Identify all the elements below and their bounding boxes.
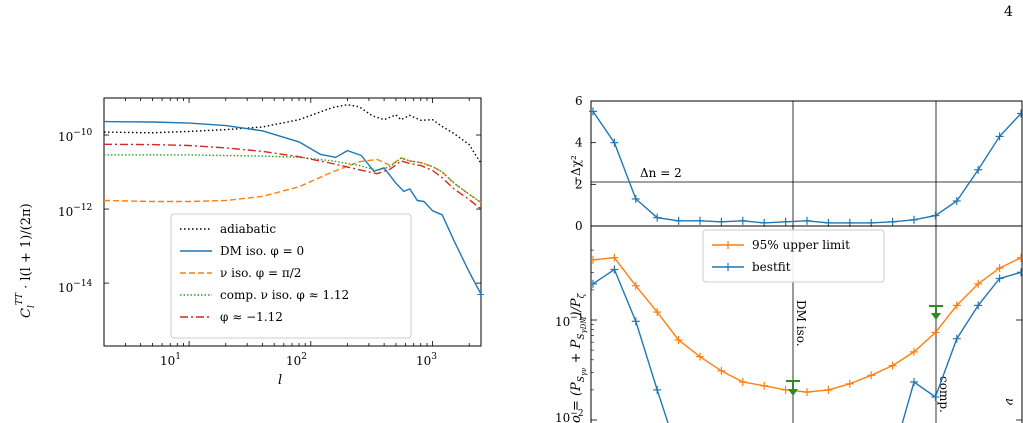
- left-legend-label-3: comp. ν iso. φ ≈ 1.12: [220, 288, 349, 302]
- rb-series-lines: [591, 253, 1022, 423]
- left-legend-label-1: DM iso. φ = 0: [220, 244, 304, 258]
- rt-ytick-0: 0: [575, 219, 583, 233]
- rb-vline-label-dm: DM iso.: [794, 300, 808, 347]
- left-legend-box: [170, 213, 412, 339]
- rt-annotation: Δn = 2: [640, 166, 682, 180]
- power-ratio-chart: DM iso. comp. ν 10−1 10−2 o = (PSγν + PS…: [555, 225, 1023, 423]
- delta-chi2-chart: 0 2 4 6 Δn = 2 −Δχ²: [569, 94, 1023, 233]
- rb-legend-label-1: bestfit: [752, 260, 791, 274]
- left-xlabel: l: [278, 373, 282, 388]
- page-number: 4: [1004, 4, 1013, 20]
- left-series-line-0: [103, 103, 482, 164]
- left-series-line-3: [104, 154, 482, 204]
- rt-plot-frame: [590, 100, 1023, 227]
- limit-marker-dm-arrow: [788, 389, 798, 396]
- left-xtick-100: 102: [286, 352, 307, 368]
- rb-plot-frame: [590, 225, 1023, 423]
- limit-marker-comp-arrow: [931, 313, 941, 320]
- rb-limit-markers: [786, 305, 943, 396]
- rt-ylabel: −Δχ²: [569, 155, 583, 186]
- rb-ticks: [591, 249, 1022, 421]
- left-xtick-1000: 103: [416, 352, 437, 368]
- left-plot-frame: [103, 97, 482, 347]
- left-legend-label-0: adiabatic: [220, 222, 276, 236]
- rb-legend-box: [702, 229, 885, 283]
- rt-ytick-6: 6: [575, 94, 583, 108]
- left-series-lines: +: [103, 103, 485, 301]
- rb-clipped-series: [591, 253, 1022, 423]
- rb-vline-label-comp: comp.: [937, 376, 951, 413]
- left-ytick-1e-14: 10−14: [58, 279, 93, 295]
- left-ytick-1e-10: 10−10: [58, 128, 93, 144]
- rt-series-lines: [589, 107, 1023, 227]
- cmb-spectrum-chart: + 10−10 10−12 10−14 101 102 103 l ClTT ·…: [15, 97, 485, 388]
- left-ticks: [103, 98, 481, 346]
- left-legend: adiabatic DM iso. φ = 0 ν iso. φ = π/2 comp…: [170, 213, 412, 339]
- rt-ytick-4: 4: [575, 136, 583, 150]
- left-legend-label-2: ν iso. φ = π/2: [220, 266, 301, 280]
- left-series-line-1: [103, 120, 482, 295]
- left-endpoint-marker: +: [476, 288, 485, 301]
- left-xtick-10: 101: [160, 352, 181, 368]
- rb-vline-label-nu: ν: [1003, 398, 1017, 405]
- rb-legend-label-0: 95% upper limit: [752, 238, 850, 252]
- left-series-line-4: [103, 143, 482, 210]
- left-ytick-1e-12: 10−12: [58, 203, 92, 219]
- rb-legend: 95% upper limit bestfit: [702, 229, 885, 283]
- rt-ytick-2: 2: [575, 177, 583, 191]
- left-legend-items: adiabatic DM iso. φ = 0 ν iso. φ = π/2 comp…: [180, 222, 349, 324]
- rb-legend-items: 95% upper limit bestfit: [712, 238, 850, 274]
- left-ylabel: ClTT · l(l + 1)/(2π): [15, 203, 37, 318]
- left-series-line-2: [103, 157, 482, 204]
- rb-ylabel: o = (PSγν + PSγDM)/Pζ: [569, 292, 588, 423]
- rb-series-line-1: [592, 268, 1022, 423]
- left-legend-label-4: φ ≈ −1.12: [220, 310, 283, 324]
